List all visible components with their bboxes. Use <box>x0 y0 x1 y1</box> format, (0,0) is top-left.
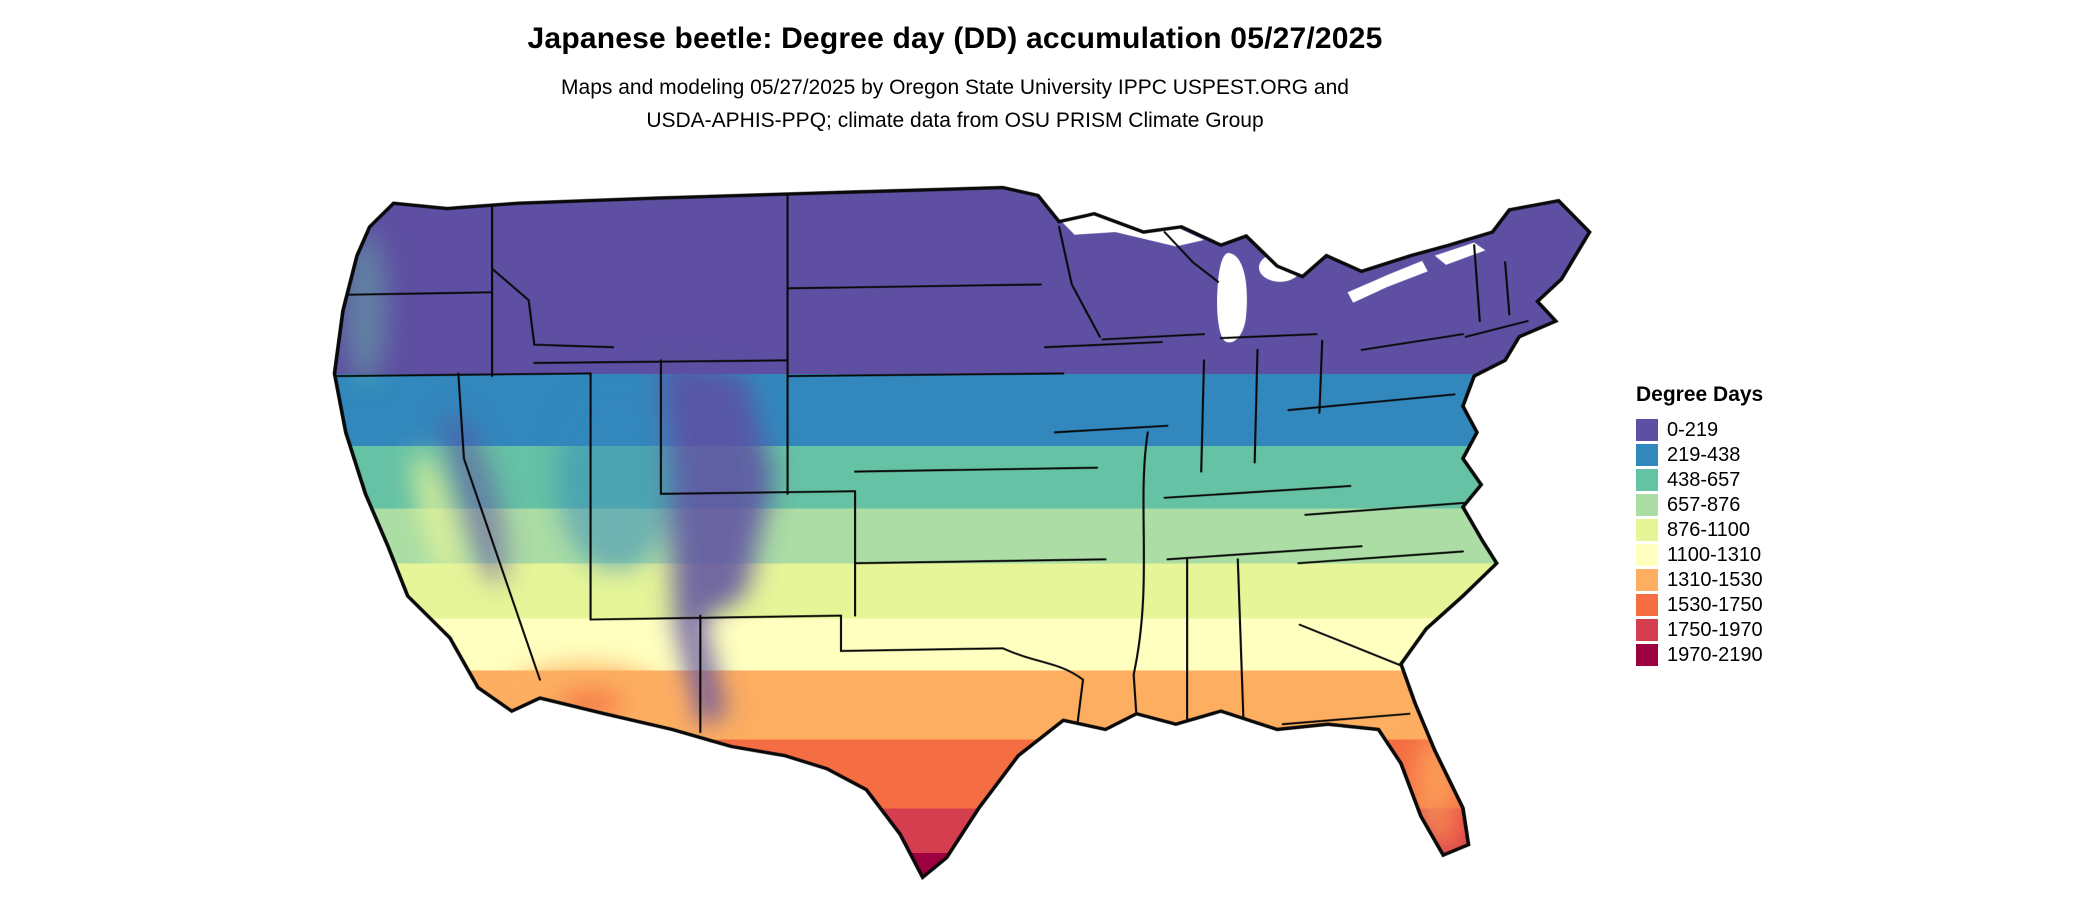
legend-swatch <box>1636 418 1658 441</box>
central-valley-overlay <box>414 451 460 584</box>
us-map-svg <box>332 185 1592 880</box>
legend-swatch <box>1636 643 1658 666</box>
legend-item: 1750-1970 <box>1636 617 1763 642</box>
legend-swatch <box>1636 468 1658 491</box>
page-title: Japanese beetle: Degree day (DD) accumul… <box>527 22 1383 55</box>
subtitle-line-1: Maps and modeling 05/27/2025 by Oregon S… <box>561 76 1349 99</box>
legend-swatch <box>1636 593 1658 616</box>
legend-swatch <box>1636 493 1658 516</box>
legend-item: 438-657 <box>1636 467 1763 492</box>
legend-label: 438-657 <box>1667 468 1741 491</box>
legend-item: 1970-2190 <box>1636 642 1763 667</box>
us-degree-day-map <box>236 164 1643 897</box>
south-florida-hot-overlay <box>1436 796 1468 854</box>
subtitle-line-2: USDA-APHIS-PPQ; climate data from OSU PR… <box>646 108 1264 132</box>
legend-label: 1750-1970 <box>1667 618 1763 641</box>
legend-item: 876-1100 <box>1636 517 1763 542</box>
great-basin-overlay <box>556 383 675 573</box>
legend: Degree Days 0-219 219-438 438-657 657-87… <box>1636 383 1763 667</box>
legend-swatch <box>1636 518 1658 541</box>
figure-header: Japanese beetle: Degree day (DD) accumul… <box>0 22 1910 137</box>
legend-swatch <box>1636 443 1658 466</box>
sierra-overlay <box>443 411 508 585</box>
legend-item: 1310-1530 <box>1636 567 1763 592</box>
legend-label: 1310-1530 <box>1667 568 1763 591</box>
legend-item: 0-219 <box>1636 417 1763 442</box>
legend-swatch <box>1636 568 1658 591</box>
legend-swatch <box>1636 618 1658 641</box>
legend-label: 219-438 <box>1667 443 1741 466</box>
legend-swatch <box>1636 543 1658 566</box>
legend-item: 657-876 <box>1636 492 1763 517</box>
legend-label: 876-1100 <box>1667 518 1751 541</box>
subtitle: Maps and modeling 05/27/2025 by Oregon S… <box>0 72 1910 137</box>
pacific-coast-overlay <box>344 232 387 384</box>
rockies-cool-overlay <box>660 360 774 727</box>
lake-ontario <box>1434 242 1486 265</box>
state-borders <box>334 189 1529 734</box>
legend-item: 219-438 <box>1636 442 1763 467</box>
lake-erie <box>1347 260 1428 303</box>
legend-title: Degree Days <box>1636 383 1764 406</box>
legend-label: 1970-2190 <box>1667 643 1763 666</box>
legend-item: 1100-1310 <box>1636 542 1763 567</box>
lake-michigan <box>1217 252 1247 343</box>
legend-label: 1100-1310 <box>1667 543 1762 566</box>
degree-day-raster <box>334 187 1590 878</box>
legend-label: 1530-1750 <box>1667 593 1763 616</box>
legend-item: 1530-1750 <box>1636 592 1763 617</box>
legend-label: 657-876 <box>1667 493 1741 516</box>
legend-label: 0-219 <box>1667 418 1719 441</box>
